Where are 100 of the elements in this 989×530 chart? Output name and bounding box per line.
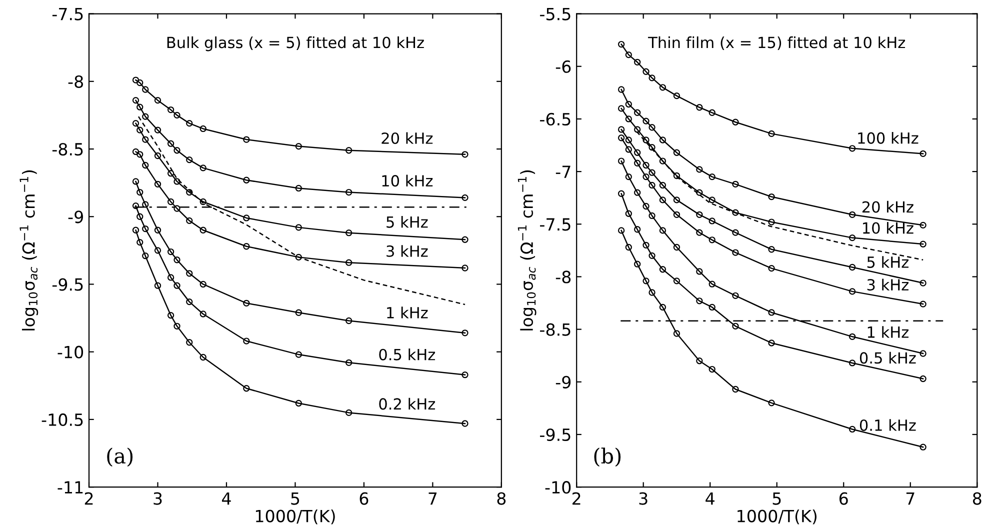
point xyxy=(174,112,180,119)
point xyxy=(659,304,666,311)
point xyxy=(625,116,632,122)
x-tick-label: 6 xyxy=(839,492,848,505)
point xyxy=(132,120,140,127)
y-tick-label: -10 xyxy=(545,481,571,494)
point xyxy=(673,330,680,337)
point xyxy=(142,252,149,260)
text: log$_{10}$σ$_{ac}$ (Ω$^{−1}$ cm$^{−1}$) xyxy=(20,170,38,330)
point xyxy=(625,244,632,251)
point xyxy=(625,146,632,153)
y-tick-label: -6 xyxy=(556,60,571,73)
point xyxy=(648,252,656,260)
point xyxy=(186,270,193,277)
point xyxy=(174,147,180,154)
point xyxy=(142,201,149,208)
y-tick-label: -8 xyxy=(556,270,571,284)
point xyxy=(732,118,739,126)
point xyxy=(132,148,140,156)
point xyxy=(642,162,650,169)
x-tick-label: 5 xyxy=(772,492,781,505)
point xyxy=(768,130,775,138)
point xyxy=(642,136,650,144)
point xyxy=(659,158,666,164)
series-label: 10 kHz xyxy=(863,222,914,234)
point xyxy=(768,309,775,316)
y-tick-label: -7.5 xyxy=(52,8,83,20)
x-tick-label: 4 xyxy=(706,492,714,505)
series-label: 10 kHz xyxy=(382,174,433,187)
point xyxy=(642,278,650,284)
series-label: 0.1 kHz xyxy=(860,419,916,431)
point xyxy=(243,338,250,344)
point xyxy=(696,104,703,111)
point xyxy=(200,226,206,234)
point xyxy=(659,84,666,91)
point xyxy=(673,244,680,251)
point xyxy=(462,372,468,378)
point xyxy=(708,236,716,244)
point xyxy=(768,400,775,406)
line-series xyxy=(138,116,466,306)
point xyxy=(186,188,193,196)
point xyxy=(625,210,632,217)
point xyxy=(132,178,140,185)
series-label: 1 kHz xyxy=(868,326,908,338)
x-axis-title: 1000/T(K) xyxy=(256,509,335,524)
point xyxy=(462,151,468,158)
point xyxy=(136,188,144,196)
point xyxy=(154,247,162,254)
point xyxy=(295,309,302,316)
point xyxy=(174,322,180,330)
point xyxy=(462,264,468,272)
y-tick-label: -11 xyxy=(58,481,83,494)
point xyxy=(920,280,926,286)
text: log$_{10}$σ$_{ac}$ (Ω$^{−1}$ cm$^{−1}$) xyxy=(518,170,536,330)
point xyxy=(618,190,625,197)
point xyxy=(634,109,641,116)
point xyxy=(673,278,680,284)
point xyxy=(167,140,174,147)
point xyxy=(618,227,625,234)
point xyxy=(732,180,739,188)
point xyxy=(167,106,174,114)
point xyxy=(848,234,856,242)
y-tick-label: -6.5 xyxy=(540,112,570,126)
point xyxy=(659,227,666,234)
point xyxy=(295,400,302,407)
point xyxy=(625,173,632,180)
point xyxy=(132,226,140,234)
point xyxy=(768,218,775,226)
point xyxy=(696,229,703,236)
y-tick-label: -10 xyxy=(58,346,84,358)
point xyxy=(200,310,206,318)
point xyxy=(200,354,206,361)
point xyxy=(634,226,641,233)
x-tick-label: 2 xyxy=(572,492,580,505)
point xyxy=(346,147,352,154)
x-tick-label: 4 xyxy=(222,492,231,505)
point xyxy=(920,240,926,248)
x-tick-label: 8 xyxy=(972,492,982,505)
point xyxy=(634,126,641,133)
point xyxy=(167,248,174,256)
point xyxy=(673,211,680,218)
point xyxy=(132,96,140,104)
point xyxy=(136,151,144,158)
series-label: 20 kHz xyxy=(382,132,433,144)
point xyxy=(659,136,666,144)
point xyxy=(618,105,625,112)
point xyxy=(142,225,149,232)
point xyxy=(174,256,180,264)
point xyxy=(673,92,680,100)
point xyxy=(154,282,162,289)
point xyxy=(346,259,352,266)
point xyxy=(132,202,140,210)
point xyxy=(673,172,680,180)
point xyxy=(295,224,302,231)
point xyxy=(243,214,250,222)
point xyxy=(920,222,926,229)
point xyxy=(243,243,250,250)
point xyxy=(732,386,739,393)
point xyxy=(346,317,352,324)
point xyxy=(243,385,250,392)
